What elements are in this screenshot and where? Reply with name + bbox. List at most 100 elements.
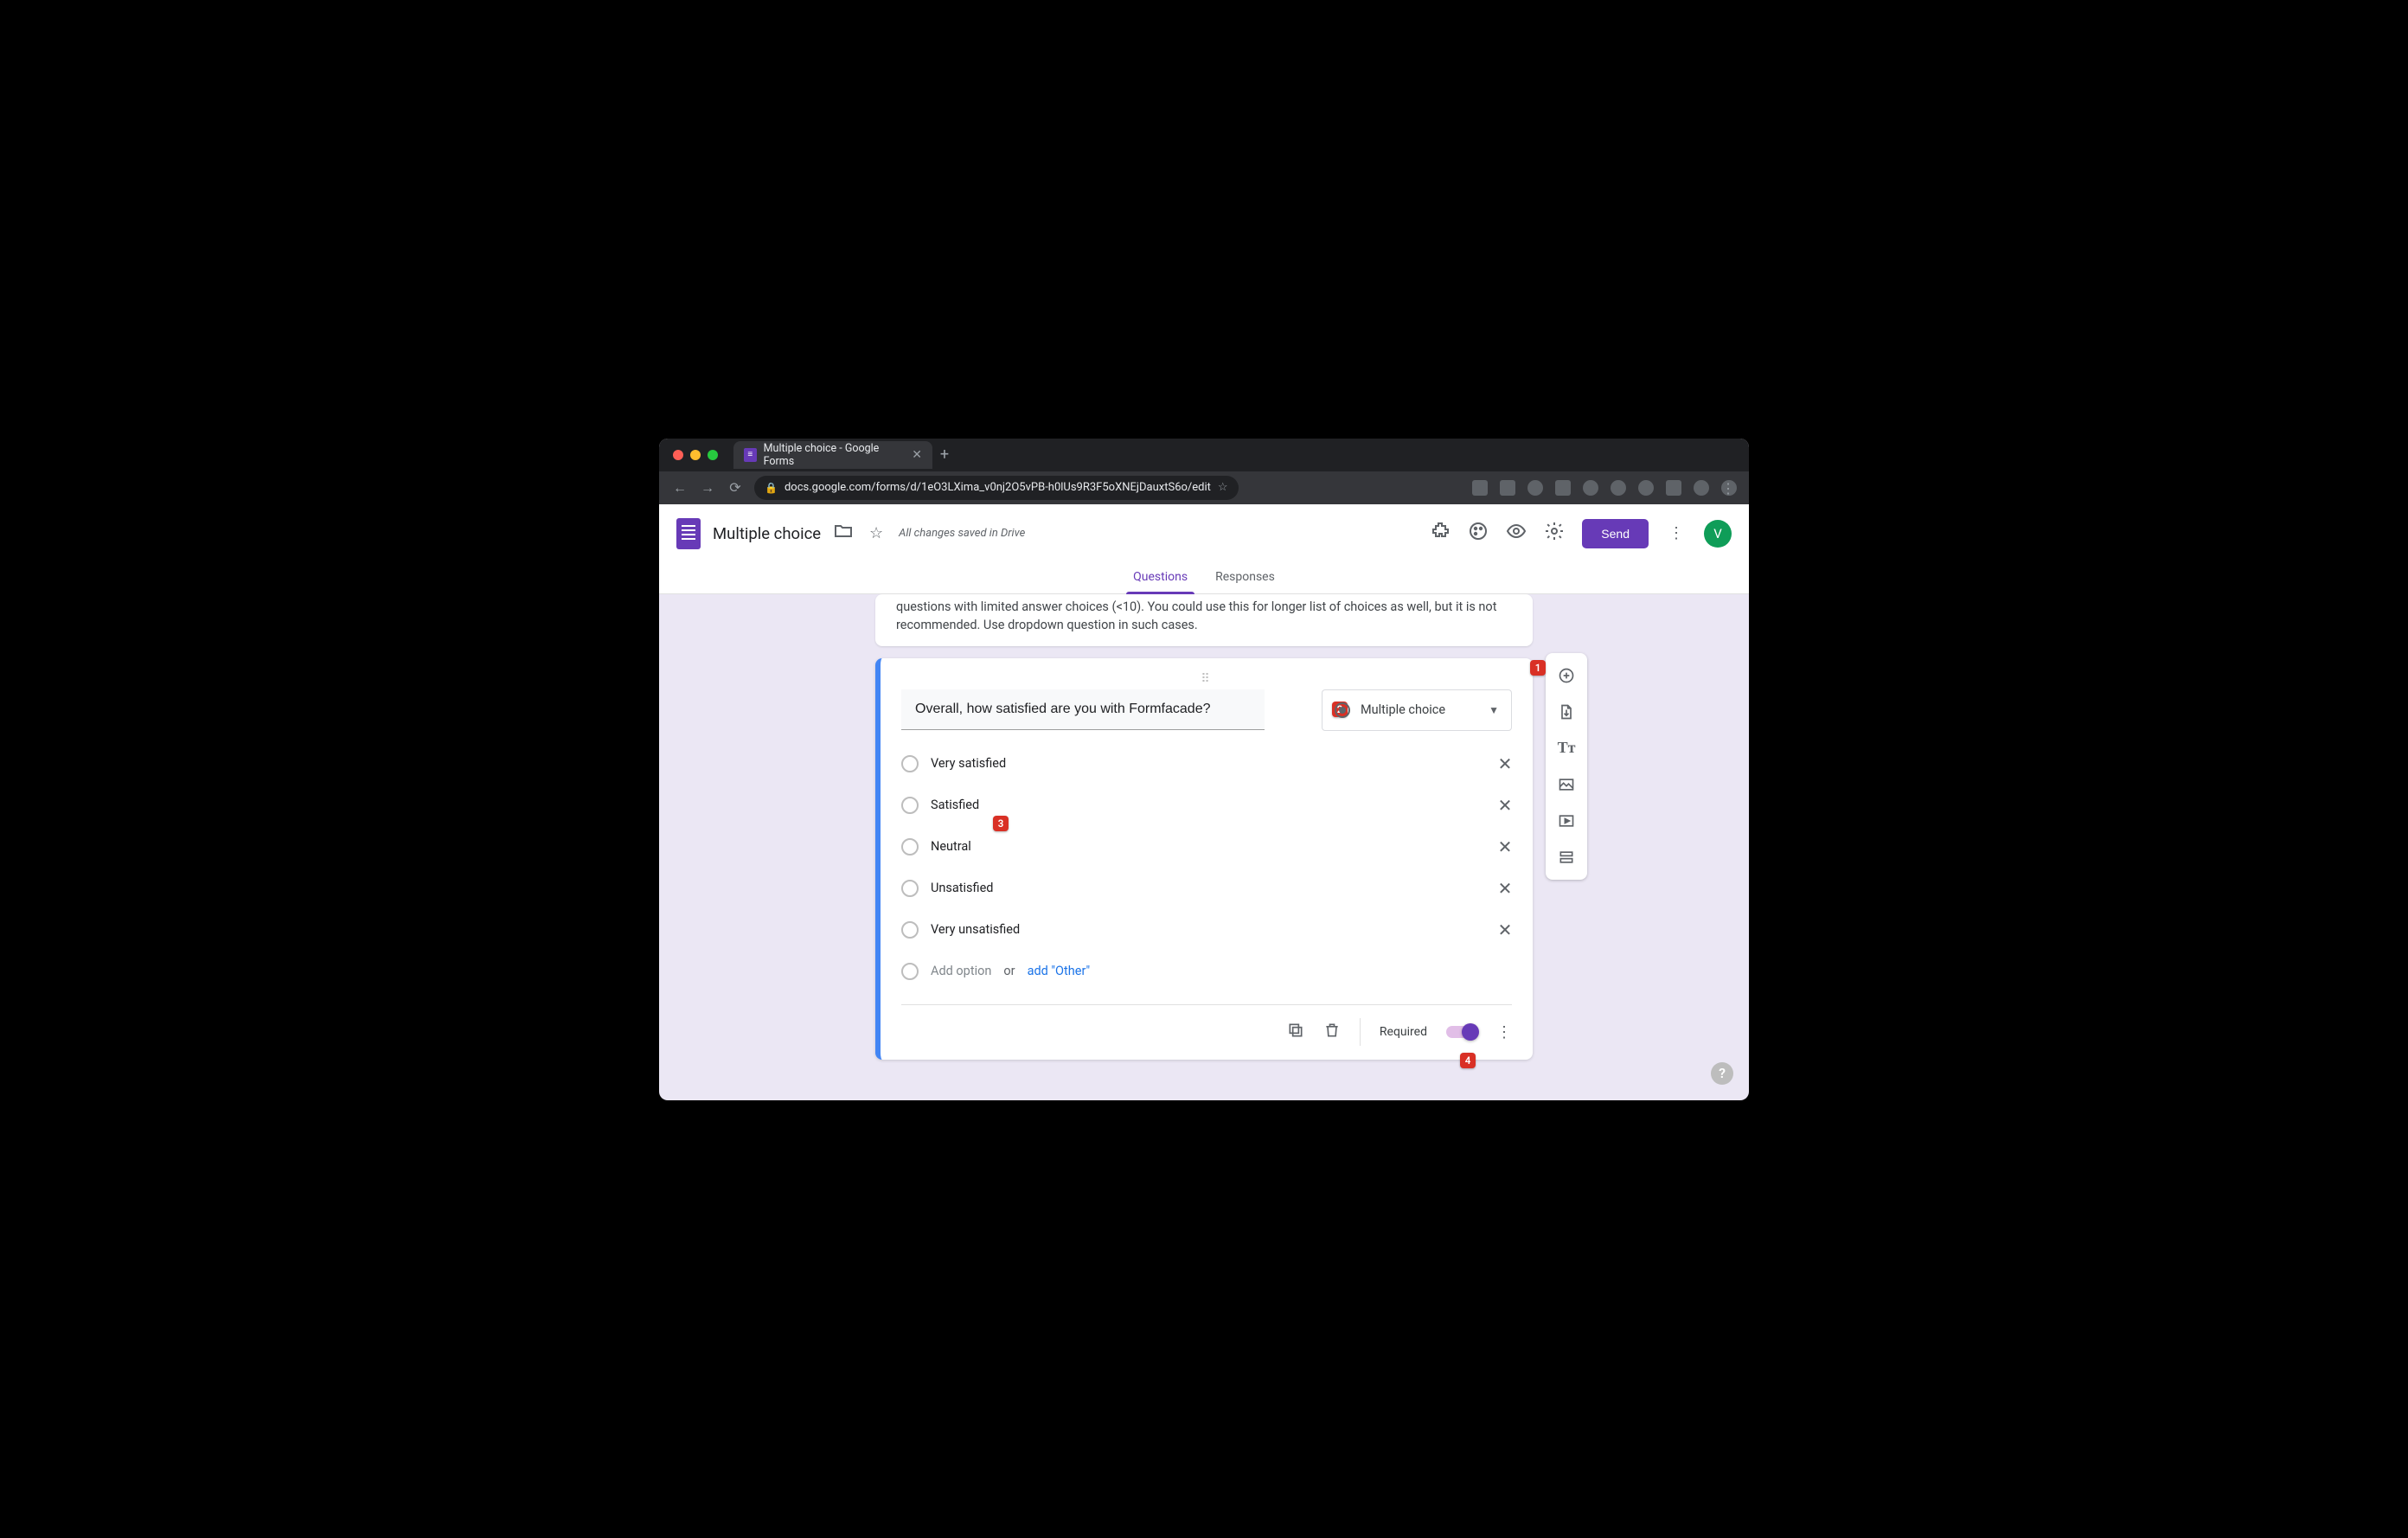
remove-option-icon[interactable]: ✕: [1495, 878, 1515, 899]
profile-avatar[interactable]: [1694, 480, 1709, 496]
side-toolbar: 1 Tᴛ: [1546, 653, 1587, 880]
option-row: Very satisfied ✕: [901, 743, 1512, 785]
divider: [1360, 1018, 1361, 1046]
browser-tab[interactable]: Multiple choice - Google Forms ✕: [733, 441, 932, 469]
description-text: recommended. Use dropdown question in su…: [896, 616, 1512, 634]
settings-gear-icon[interactable]: [1544, 521, 1565, 546]
drag-handle-icon[interactable]: ⠿: [901, 672, 1512, 689]
add-section-icon[interactable]: [1556, 847, 1577, 868]
option-radio-icon: [901, 755, 919, 772]
ext-icon[interactable]: [1555, 480, 1571, 496]
delete-trash-icon[interactable]: [1323, 1022, 1341, 1043]
or-text: or: [1003, 964, 1015, 978]
option-radio-icon: [901, 963, 919, 980]
header-right: Send ⋮ V: [1430, 519, 1732, 548]
ext-icon[interactable]: [1500, 480, 1515, 496]
ext-icon[interactable]: [1611, 480, 1626, 496]
tab-questions[interactable]: Questions: [1131, 563, 1189, 593]
required-label: Required: [1380, 1025, 1427, 1039]
send-button[interactable]: Send: [1582, 519, 1649, 548]
document-title[interactable]: Multiple choice: [713, 524, 821, 543]
description-card: questions with limited answer choices (<…: [875, 594, 1533, 646]
new-tab-button[interactable]: +: [932, 445, 957, 464]
radio-icon: [1335, 702, 1350, 718]
option-label[interactable]: Neutral: [931, 839, 1483, 854]
extension-icons: ⋮: [1472, 480, 1737, 496]
address-bar: ← → ⟳ 🔒 docs.google.com/forms/d/1eO3LXim…: [659, 471, 1749, 504]
option-row: Neutral 3 ✕: [901, 826, 1512, 868]
option-label[interactable]: Unsatisfied: [931, 881, 1483, 895]
ext-icon[interactable]: [1472, 480, 1488, 496]
add-option-text[interactable]: Add option: [931, 964, 991, 978]
chevron-down-icon: ▼: [1489, 704, 1499, 716]
question-title-input[interactable]: [901, 689, 1265, 730]
reload-button[interactable]: ⟳: [727, 479, 744, 496]
more-menu-icon[interactable]: ⋮: [1666, 524, 1687, 542]
annotation-badge-3: 3: [993, 816, 1009, 831]
option-label[interactable]: Satisfied: [931, 798, 1483, 812]
import-questions-icon[interactable]: [1556, 702, 1577, 722]
form-tabs: Questions Responses: [659, 563, 1749, 594]
options-list: Very satisfied ✕ Satisfied ✕ Neutral 3 ✕: [901, 743, 1512, 992]
star-icon[interactable]: ☆: [866, 524, 887, 542]
omnibox[interactable]: 🔒 docs.google.com/forms/d/1eO3LXima_v0nj…: [754, 476, 1239, 500]
annotation-badge-4: 4: [1460, 1053, 1476, 1068]
close-tab-icon[interactable]: ✕: [912, 448, 922, 462]
add-other-link[interactable]: add "Other": [1028, 964, 1091, 978]
option-radio-icon: [901, 880, 919, 897]
maximize-window-button[interactable]: [708, 450, 718, 460]
help-button[interactable]: ?: [1711, 1062, 1733, 1085]
option-radio-icon: [901, 838, 919, 856]
add-video-icon[interactable]: [1556, 811, 1577, 831]
remove-option-icon[interactable]: ✕: [1495, 753, 1515, 774]
question-type-select[interactable]: Multiple choice ▼: [1322, 689, 1512, 731]
window-controls: [673, 450, 718, 460]
forms-logo-icon[interactable]: [676, 518, 701, 549]
question-top-row: 2 Multiple choice ▼: [901, 689, 1512, 731]
account-avatar[interactable]: V: [1704, 520, 1732, 548]
remove-option-icon[interactable]: ✕: [1495, 795, 1515, 816]
question-footer: Required ⋮ 4: [901, 1004, 1512, 1060]
browser-window: Multiple choice - Google Forms ✕ + ← → ⟳…: [659, 439, 1749, 1100]
forward-button[interactable]: →: [699, 479, 716, 497]
ext-icon[interactable]: [1527, 480, 1543, 496]
lock-icon: 🔒: [765, 482, 778, 494]
bookmark-star-icon[interactable]: ☆: [1218, 481, 1228, 494]
add-image-icon[interactable]: [1556, 774, 1577, 795]
option-label[interactable]: Very unsatisfied: [931, 922, 1483, 937]
question-title-wrap: 2: [901, 689, 1306, 730]
minimize-window-button[interactable]: [690, 450, 701, 460]
tab-responses[interactable]: Responses: [1214, 563, 1277, 593]
remove-option-icon[interactable]: ✕: [1495, 920, 1515, 940]
theme-palette-icon[interactable]: [1468, 521, 1489, 546]
remove-option-icon[interactable]: ✕: [1495, 836, 1515, 857]
extensions-puzzle-icon[interactable]: [1666, 480, 1681, 496]
save-status: All changes saved in Drive: [899, 527, 1025, 540]
ext-icon[interactable]: [1638, 480, 1654, 496]
option-radio-icon: [901, 797, 919, 814]
question-card: ⠿ 2 Multiple choice ▼: [875, 658, 1533, 1060]
add-question-icon[interactable]: [1556, 665, 1577, 686]
back-button[interactable]: ←: [671, 479, 688, 497]
addon-puzzle-icon[interactable]: [1430, 521, 1451, 546]
browser-menu-icon[interactable]: ⋮: [1721, 480, 1737, 496]
option-row: Very unsatisfied ✕: [901, 909, 1512, 951]
ext-icon[interactable]: [1583, 480, 1598, 496]
close-window-button[interactable]: [673, 450, 683, 460]
option-label[interactable]: Very satisfied: [931, 756, 1483, 771]
center-column: questions with limited answer choices (<…: [875, 594, 1533, 1060]
forms-favicon: [744, 448, 757, 462]
description-text: questions with limited answer choices (<…: [896, 598, 1512, 616]
option-row: Unsatisfied ✕: [901, 868, 1512, 909]
tab-bar: Multiple choice - Google Forms ✕ +: [659, 439, 1749, 471]
url-text: docs.google.com/forms/d/1eO3LXima_v0nj2O…: [785, 481, 1211, 494]
add-title-icon[interactable]: Tᴛ: [1556, 738, 1577, 759]
app-header: Multiple choice ☆ All changes saved in D…: [659, 504, 1749, 563]
preview-eye-icon[interactable]: [1506, 521, 1527, 546]
canvas: questions with limited answer choices (<…: [659, 594, 1749, 1100]
move-to-folder-icon[interactable]: [833, 521, 854, 546]
duplicate-icon[interactable]: [1287, 1022, 1304, 1043]
question-more-menu-icon[interactable]: ⋮: [1496, 1023, 1512, 1041]
tab-title: Multiple choice - Google Forms: [764, 442, 900, 468]
required-toggle[interactable]: [1446, 1026, 1477, 1038]
